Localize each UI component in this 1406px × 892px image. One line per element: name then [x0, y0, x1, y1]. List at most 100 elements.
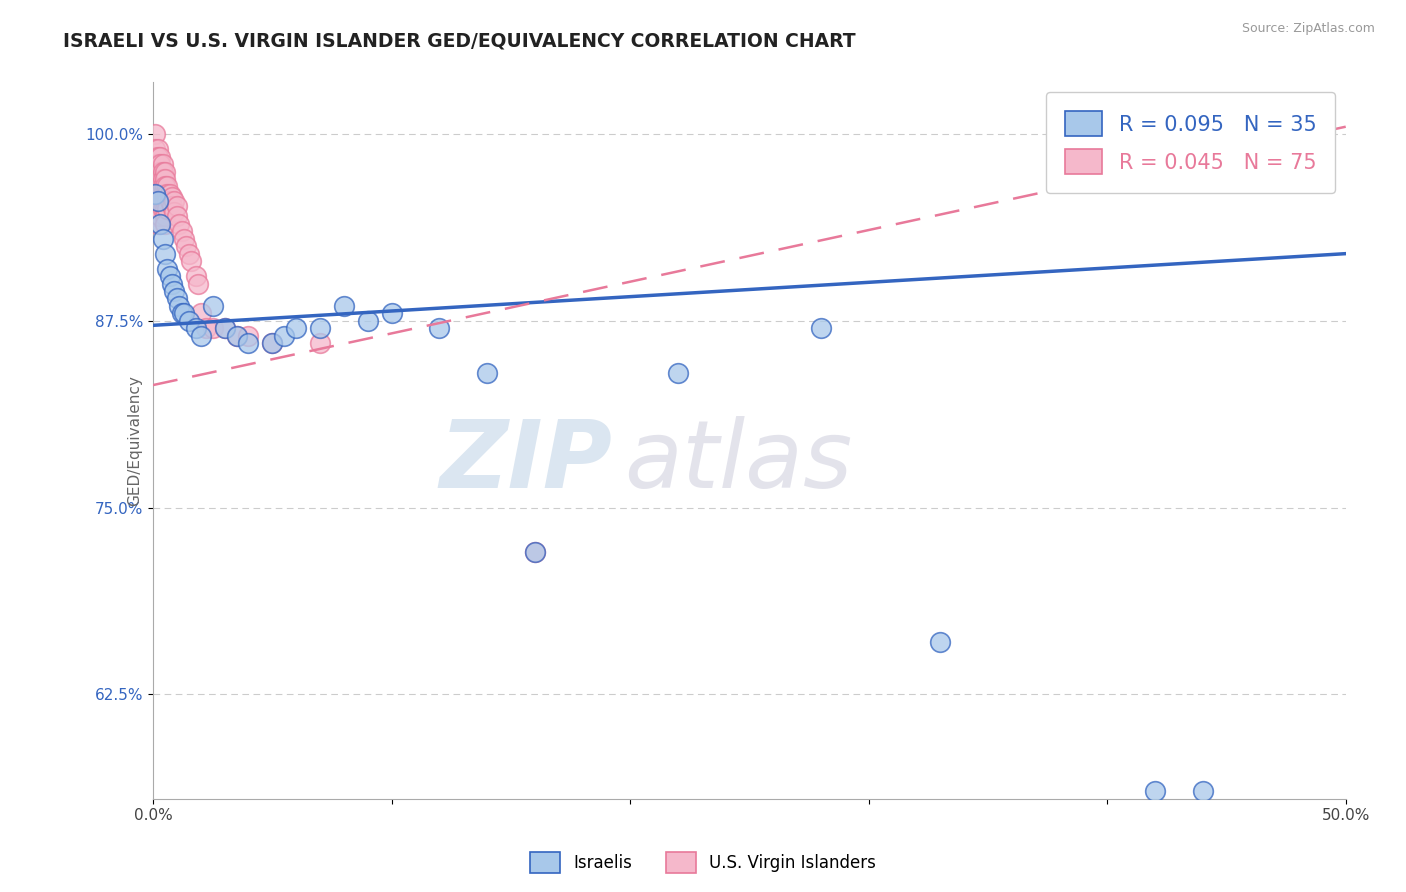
Point [153, 179, 176, 194]
Point [149, 217, 172, 231]
Point [146, 150, 169, 164]
Point [214, 321, 236, 335]
Point [145, 179, 167, 194]
Point [333, 299, 356, 313]
Point [149, 210, 172, 224]
Point [523, 545, 546, 559]
Point [152, 194, 174, 209]
Point [475, 366, 498, 380]
Point [156, 186, 179, 201]
Text: atlas: atlas [624, 417, 852, 508]
Point [159, 194, 181, 209]
Point [153, 172, 176, 186]
Point [146, 194, 169, 209]
Point [149, 150, 172, 164]
Point [160, 199, 183, 213]
Legend: Israelis, U.S. Virgin Islanders: Israelis, U.S. Virgin Islanders [523, 846, 883, 880]
Point [152, 179, 174, 194]
Point [152, 186, 174, 201]
Point [177, 314, 200, 328]
Point [153, 246, 176, 260]
Point [160, 277, 183, 291]
Point [146, 164, 169, 178]
Point [273, 328, 295, 343]
Point [166, 292, 188, 306]
Point [159, 186, 181, 201]
Point [262, 336, 284, 351]
Point [145, 186, 167, 201]
Point [152, 202, 174, 216]
Point [225, 328, 247, 343]
Point [190, 328, 212, 343]
Point [152, 172, 174, 186]
Point [160, 190, 183, 204]
Point [427, 321, 450, 335]
Point [159, 268, 181, 283]
Point [153, 217, 176, 231]
Point [146, 186, 169, 201]
Text: Source: ZipAtlas.com: Source: ZipAtlas.com [1241, 22, 1375, 36]
Point [170, 306, 193, 320]
Point [149, 186, 172, 201]
Point [163, 284, 186, 298]
Point [146, 210, 169, 224]
Point [152, 232, 174, 246]
Text: ISRAELI VS U.S. VIRGIN ISLANDER GED/EQUIVALENCY CORRELATION CHART: ISRAELI VS U.S. VIRGIN ISLANDER GED/EQUI… [63, 31, 856, 50]
Point [177, 246, 200, 260]
Point [149, 179, 172, 194]
Point [146, 172, 169, 186]
Point [201, 299, 224, 313]
Point [184, 268, 207, 283]
Point [187, 277, 209, 291]
Point [285, 321, 308, 335]
Point [190, 306, 212, 320]
Point [145, 142, 167, 156]
Point [145, 186, 167, 201]
Point [156, 179, 179, 194]
Point [163, 194, 186, 209]
Point [146, 142, 169, 156]
Point [153, 186, 176, 201]
Point [523, 545, 546, 559]
Point [153, 210, 176, 224]
Point [153, 194, 176, 209]
Point [194, 321, 217, 335]
Point [309, 321, 332, 335]
Point [357, 314, 380, 328]
Point [201, 321, 224, 335]
Point [238, 328, 260, 343]
Point [149, 172, 172, 186]
Point [145, 164, 167, 178]
Point [167, 217, 190, 231]
Point [152, 157, 174, 171]
Point [149, 157, 172, 171]
Point [146, 194, 169, 209]
Point [170, 224, 193, 238]
Point [666, 366, 689, 380]
Point [146, 179, 169, 194]
Point [184, 321, 207, 335]
Y-axis label: GED/Equivalency: GED/Equivalency [127, 375, 142, 506]
Point [145, 210, 167, 224]
Point [1143, 784, 1166, 798]
Point [238, 336, 260, 351]
Point [176, 239, 198, 253]
Point [152, 164, 174, 178]
Point [166, 210, 188, 224]
Point [262, 336, 284, 351]
Point [166, 199, 188, 213]
Point [153, 164, 176, 178]
Point [145, 150, 167, 164]
Point [163, 204, 186, 219]
Point [145, 202, 167, 216]
Point [309, 336, 332, 351]
Point [929, 635, 952, 649]
Point [156, 194, 179, 209]
Point [214, 321, 236, 335]
Point [173, 232, 195, 246]
Point [156, 202, 179, 216]
Point [145, 172, 167, 186]
Point [146, 157, 169, 171]
Point [146, 202, 169, 216]
Text: ZIP: ZIP [439, 416, 612, 508]
